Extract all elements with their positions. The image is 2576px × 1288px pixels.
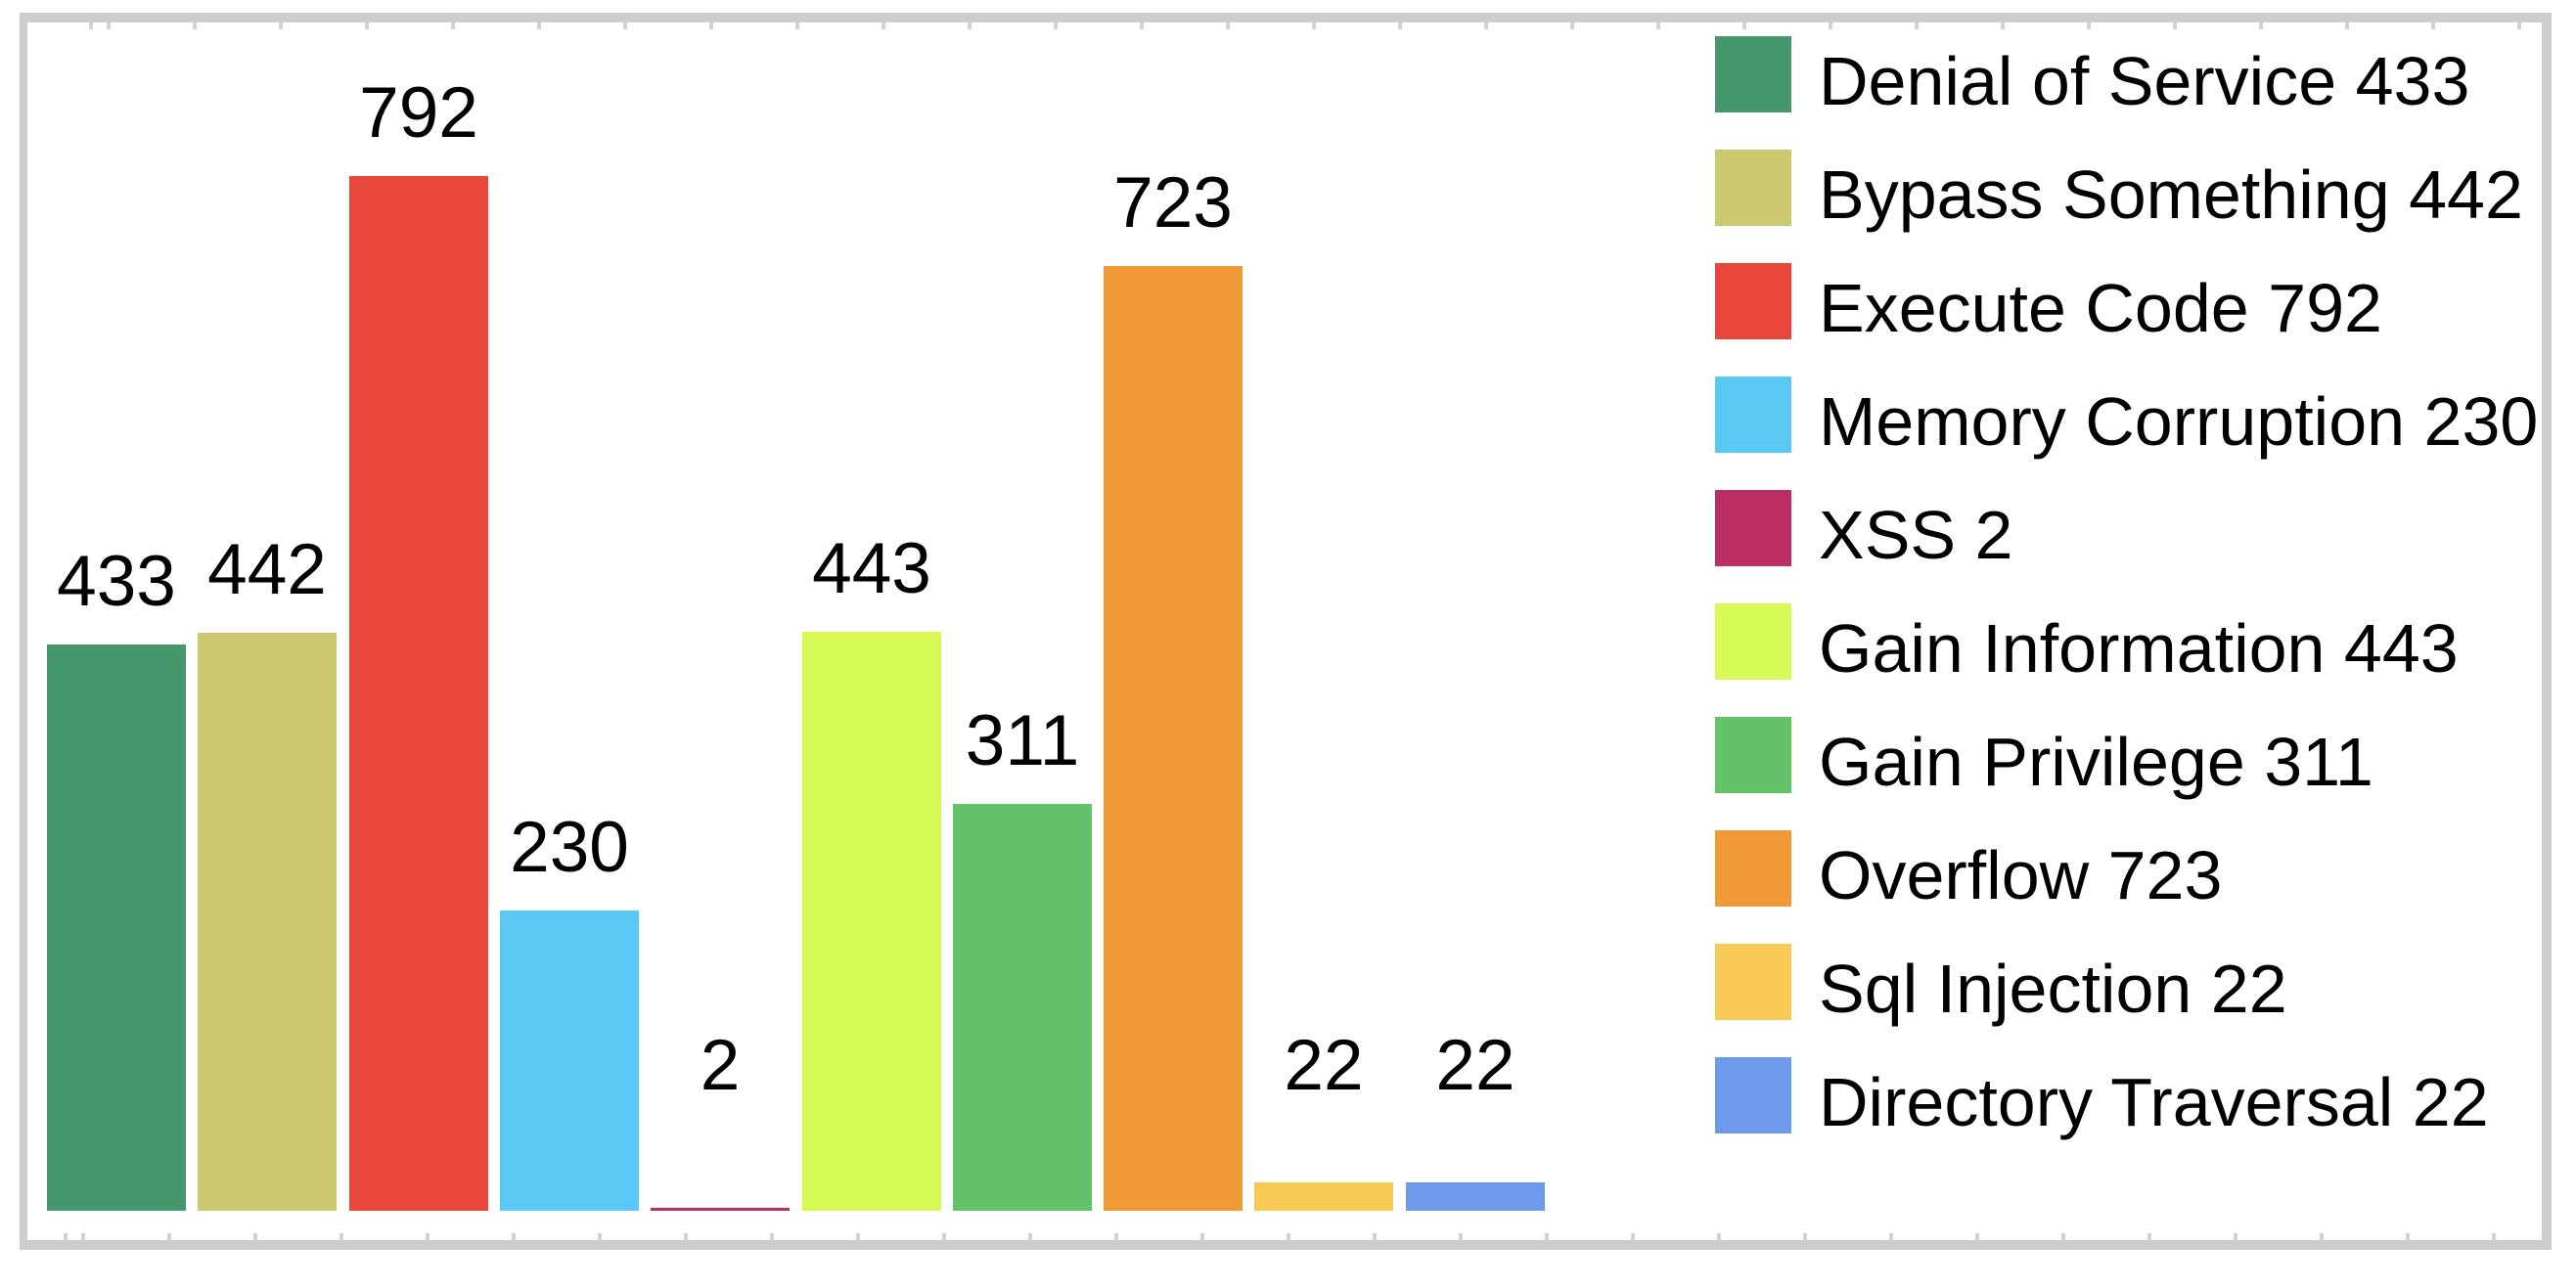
legend-label: Gain Privilege 311 — [1819, 724, 2373, 800]
bar-value-label: 443 — [812, 529, 931, 608]
bar-7 — [953, 804, 1092, 1211]
legend-swatch — [1715, 36, 1791, 112]
bar-6 — [802, 632, 941, 1211]
legend-item-6: Gain Information 443 — [1715, 603, 2459, 687]
legend-swatch — [1715, 377, 1791, 453]
bar-5 — [651, 1208, 790, 1211]
legend-label: Sql Injection 22 — [1819, 951, 2287, 1027]
legend-label: Memory Corruption 230 — [1819, 383, 2539, 460]
bar-3 — [349, 176, 488, 1211]
legend-swatch — [1715, 717, 1791, 793]
legend-item-5: XSS 2 — [1715, 490, 2012, 573]
legend-label: Directory Traversal 22 — [1819, 1064, 2489, 1140]
legend-item-2: Bypass Something 442 — [1715, 150, 2523, 233]
legend-label: Overflow 723 — [1819, 837, 2223, 913]
bar-8 — [1104, 266, 1243, 1211]
legend-swatch — [1715, 603, 1791, 680]
table-grid-ticks-bottom — [27, 1233, 2542, 1240]
legend-label: Bypass Something 442 — [1819, 156, 2523, 233]
legend-item-4: Memory Corruption 230 — [1715, 377, 2538, 460]
frame-border-bottom — [20, 1240, 2552, 1250]
bar-plot-area: 433 442 792 230 2 443 311 723 22 22 — [47, 73, 1545, 1211]
bar-1 — [47, 644, 186, 1211]
legend-item-10: Directory Traversal 22 — [1715, 1057, 2489, 1140]
bar-9 — [1254, 1182, 1393, 1211]
legend-item-3: Execute Code 792 — [1715, 263, 2382, 346]
bar-4 — [500, 910, 639, 1211]
bar-value-label: 2 — [700, 1026, 741, 1105]
table-grid-ticks-top — [27, 22, 2542, 29]
legend-item-9: Sql Injection 22 — [1715, 944, 2287, 1027]
legend-item-8: Overflow 723 — [1715, 830, 2222, 913]
legend-swatch — [1715, 1057, 1791, 1133]
legend-swatch — [1715, 830, 1791, 907]
bar-value-label: 230 — [510, 808, 629, 887]
bar-value-label: 792 — [359, 73, 478, 153]
legend-item-1: Denial of Service 433 — [1715, 36, 2469, 119]
legend-swatch — [1715, 150, 1791, 226]
legend-label: Execute Code 792 — [1819, 270, 2382, 346]
bar-2 — [198, 633, 337, 1211]
bar-10 — [1406, 1182, 1545, 1211]
legend-swatch — [1715, 263, 1791, 339]
legend-item-7: Gain Privilege 311 — [1715, 717, 2373, 800]
bar-value-label: 22 — [1435, 1026, 1515, 1105]
bar-value-label: 442 — [207, 530, 327, 609]
legend-swatch — [1715, 490, 1791, 566]
legend-label: XSS 2 — [1819, 497, 2013, 573]
legend-label: Gain Information 443 — [1819, 610, 2459, 687]
frame-border-top — [20, 13, 2552, 22]
legend-swatch — [1715, 944, 1791, 1020]
bar-value-label: 22 — [1284, 1026, 1364, 1105]
bar-value-label: 433 — [57, 542, 176, 621]
bar-value-label: 723 — [1113, 163, 1233, 243]
frame-border-right — [2542, 13, 2552, 1250]
legend-label: Denial of Service 433 — [1819, 43, 2470, 119]
frame-border-left — [20, 13, 27, 1250]
bar-value-label: 311 — [965, 701, 1080, 780]
